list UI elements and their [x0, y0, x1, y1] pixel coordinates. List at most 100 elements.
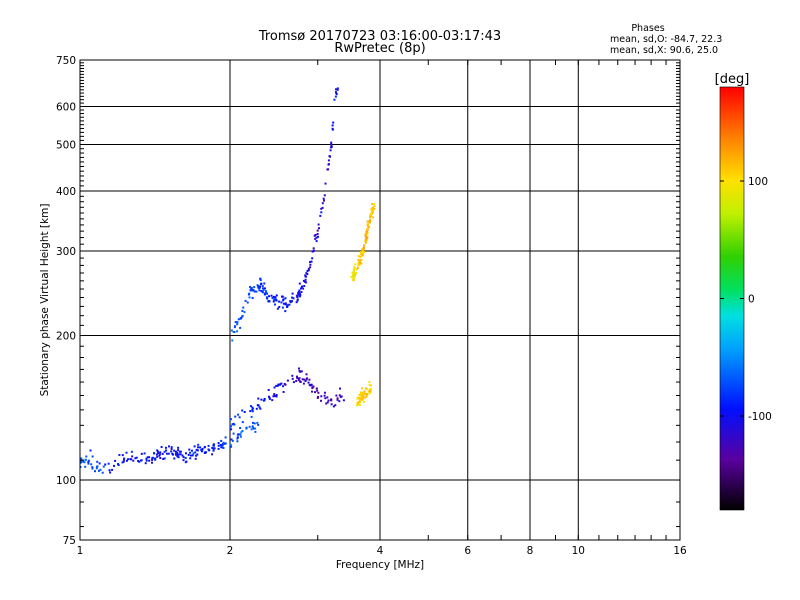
echo-point [195, 454, 198, 457]
echo-point [230, 418, 232, 421]
echo-point [356, 403, 359, 406]
echo-point [363, 400, 365, 403]
echo-point [300, 291, 303, 293]
echo-point [364, 233, 367, 236]
echo-point [363, 244, 366, 247]
echo-point [259, 277, 262, 280]
echo-point [251, 426, 254, 429]
x-axis-label: Frequency [MHz] [336, 559, 424, 571]
echo-point [352, 272, 355, 275]
echo-point [306, 270, 309, 272]
echo-point [254, 430, 257, 433]
echo-point [317, 235, 319, 238]
echo-point [166, 452, 168, 455]
echo-point [296, 296, 299, 298]
echo-point [305, 378, 308, 381]
echo-point [353, 266, 356, 269]
echo-point [274, 303, 276, 306]
echo-point [327, 399, 330, 402]
echo-point [260, 290, 263, 292]
y-tick-label: 200 [56, 331, 76, 343]
echo-point [222, 441, 225, 444]
echo-point [268, 396, 271, 399]
echo-point [91, 466, 94, 469]
echo-point [332, 405, 335, 408]
echo-point [84, 465, 87, 468]
x-tick-label: 10 [572, 545, 585, 557]
echo-point [122, 460, 125, 463]
echo-point [265, 296, 268, 299]
echo-point [83, 461, 86, 464]
echo-point [197, 443, 200, 446]
echo-point [296, 298, 299, 301]
echo-point [321, 202, 324, 205]
echo-point [318, 227, 320, 230]
echo-point [87, 459, 90, 462]
echo-point [82, 460, 85, 463]
echo-point [159, 457, 162, 459]
echo-point [302, 279, 305, 282]
echo-point [179, 453, 182, 456]
echo-point [170, 448, 173, 450]
echo-point [261, 291, 264, 294]
echo-point [358, 263, 361, 266]
echo-point [241, 309, 244, 312]
echo-point [274, 296, 277, 299]
echo-point [262, 287, 264, 290]
echo-point [307, 267, 310, 270]
echo-point [234, 321, 237, 324]
echo-point [212, 444, 215, 447]
echo-point [288, 303, 291, 306]
echo-point [298, 377, 301, 380]
echo-point [340, 395, 343, 398]
plot-frame [79, 59, 681, 541]
echo-point [356, 397, 359, 400]
echo-point [246, 301, 249, 304]
echo-point [170, 446, 173, 449]
echo-point [250, 287, 253, 290]
echo-point [366, 388, 369, 391]
echo-point [156, 450, 159, 453]
echo-point [207, 448, 210, 451]
echo-point [360, 258, 363, 261]
echo-point [298, 289, 301, 292]
echo-point [353, 275, 356, 278]
echo-point [268, 295, 270, 298]
echo-point [366, 236, 369, 239]
echo-point [366, 220, 369, 223]
echo-point [359, 251, 362, 254]
echo-point [255, 407, 258, 410]
echo-point [265, 290, 267, 293]
echo-point [144, 462, 147, 465]
echo-point [297, 378, 300, 381]
echo-point [236, 440, 239, 443]
echo-point [261, 285, 264, 288]
echo-point [211, 453, 214, 456]
echo-point [358, 404, 361, 407]
echo-point [299, 381, 302, 383]
echo-point [260, 398, 263, 401]
echo-point [256, 404, 259, 407]
echo-point [276, 384, 279, 387]
echo-point [241, 314, 244, 317]
echo-point [96, 465, 98, 468]
echo-point [317, 391, 320, 394]
echo-point [304, 280, 306, 283]
echo-point [211, 447, 214, 450]
echo-point [250, 428, 253, 431]
echo-point [321, 206, 324, 209]
echo-point [282, 295, 285, 298]
echo-point [276, 307, 279, 310]
echo-point [278, 383, 281, 386]
echo-point [107, 462, 110, 465]
echo-point [364, 396, 367, 399]
echo-point [297, 293, 300, 296]
x-tick-label: 16 [673, 545, 687, 557]
echo-point [241, 409, 244, 412]
echo-point [253, 286, 256, 289]
echo-point [317, 223, 320, 226]
echo-point [98, 462, 101, 465]
echo-point [131, 455, 134, 458]
echo-point [185, 452, 187, 455]
echo-point [259, 407, 262, 410]
